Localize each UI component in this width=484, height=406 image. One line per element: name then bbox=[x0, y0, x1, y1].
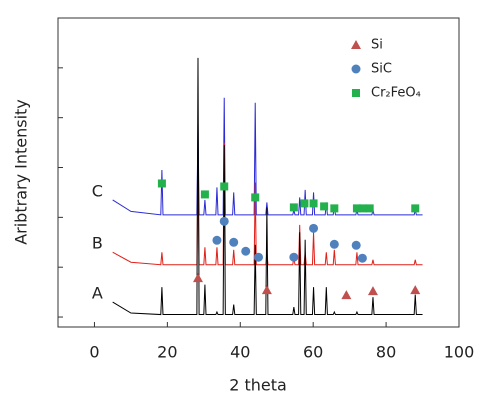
marker-circle bbox=[254, 252, 263, 262]
x-tick-label: 100 bbox=[444, 343, 475, 362]
pattern-label: A bbox=[92, 284, 103, 303]
pattern-line bbox=[112, 97, 423, 216]
x-axis-label: 2 theta bbox=[229, 376, 287, 395]
marker-square bbox=[358, 204, 367, 213]
pattern-label: B bbox=[92, 234, 103, 253]
legend-label: Si bbox=[371, 38, 383, 53]
marker-square bbox=[200, 190, 209, 199]
marker-triangle bbox=[261, 285, 272, 295]
marker-square bbox=[251, 193, 260, 202]
x-tick-label: 80 bbox=[376, 343, 396, 362]
marker-square bbox=[320, 202, 329, 211]
plot-frame bbox=[57, 17, 460, 328]
marker-square bbox=[300, 199, 309, 208]
marker-square bbox=[220, 182, 229, 191]
marker-square bbox=[289, 203, 298, 212]
marker-circle bbox=[219, 216, 229, 226]
marker-circle bbox=[329, 239, 339, 249]
y-axis-label: Aribtrary Intensity bbox=[12, 99, 31, 245]
marker-square bbox=[411, 204, 420, 213]
legend-swatch bbox=[351, 40, 361, 49]
marker-square bbox=[330, 204, 339, 213]
marker-triangle bbox=[192, 273, 203, 283]
marker-square bbox=[157, 179, 166, 188]
marker-square bbox=[309, 199, 318, 208]
marker-circle bbox=[309, 223, 319, 233]
marker-triangle bbox=[410, 285, 421, 295]
x-tick-label: 0 bbox=[89, 343, 99, 362]
marker-square bbox=[352, 204, 361, 213]
marker-circle bbox=[229, 237, 239, 247]
x-tick-label: 40 bbox=[230, 343, 250, 362]
marker-circle bbox=[351, 240, 361, 250]
legend-swatch bbox=[351, 64, 361, 74]
pattern-line bbox=[112, 57, 423, 316]
legend-swatch bbox=[352, 89, 360, 97]
marker-square bbox=[365, 204, 374, 213]
x-tick-label: 60 bbox=[303, 343, 323, 362]
marker-triangle bbox=[367, 286, 378, 296]
marker-triangle bbox=[341, 290, 352, 300]
pattern-label: C bbox=[92, 181, 103, 200]
legend-label: Cr₂FeO₄ bbox=[371, 86, 421, 101]
marker-circle bbox=[357, 253, 367, 263]
marker-circle bbox=[289, 252, 299, 262]
marker-circle bbox=[212, 235, 222, 245]
x-tick-label: 20 bbox=[157, 343, 177, 362]
marker-circle bbox=[241, 246, 251, 256]
legend-label: SiC bbox=[371, 62, 392, 77]
